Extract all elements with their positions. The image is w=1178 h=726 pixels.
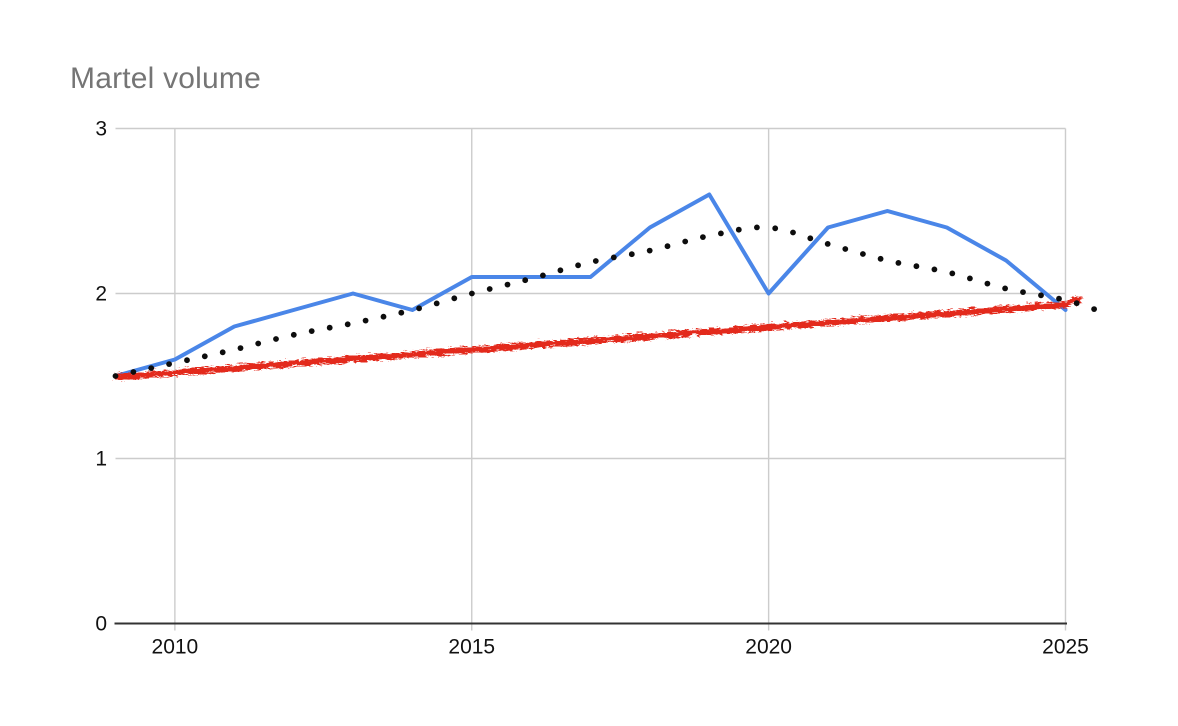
trend-dot xyxy=(540,272,546,279)
trend-dot xyxy=(772,225,779,232)
trend-dot xyxy=(486,286,493,292)
y-tick-label: 0 xyxy=(95,613,107,636)
trend-dot xyxy=(451,295,458,302)
series-line-volume xyxy=(113,192,1068,378)
trend-dot xyxy=(362,317,369,324)
trend-dot xyxy=(575,262,581,269)
trend-dot xyxy=(700,234,706,241)
trend-dot xyxy=(967,275,973,282)
trendline-dotted-guide xyxy=(116,227,1102,376)
trend-dot xyxy=(469,290,475,297)
trend-dot xyxy=(166,361,173,367)
y-tick-label: 2 xyxy=(95,283,107,306)
trend-dot xyxy=(130,369,137,375)
trend-dot xyxy=(807,235,814,242)
trend-dot xyxy=(895,260,902,266)
x-tick-label: 2010 xyxy=(152,636,199,659)
trend-dot xyxy=(790,229,796,236)
trend-dot xyxy=(1056,295,1062,302)
trend-dot xyxy=(290,331,297,338)
x-tick-label: 2020 xyxy=(745,636,792,659)
trend-dot xyxy=(1091,306,1097,312)
trend-dot xyxy=(273,336,279,342)
trend-dot xyxy=(557,267,564,274)
trend-dot xyxy=(592,258,599,264)
trend-dot xyxy=(610,254,617,261)
trend-dot xyxy=(824,241,831,247)
trend-dot xyxy=(398,309,405,316)
trend-dot xyxy=(877,255,884,262)
y-tick-label: 1 xyxy=(95,448,107,471)
trend-dot xyxy=(984,280,991,287)
trend-dot xyxy=(1002,285,1008,292)
trend-dot xyxy=(1073,300,1080,307)
trendline-marker-red-overlay xyxy=(113,295,1080,377)
trend-dot xyxy=(735,226,742,233)
trend-dot xyxy=(718,230,724,237)
trend-dot xyxy=(201,353,208,360)
trend-dot xyxy=(380,313,387,320)
trend-dot xyxy=(148,365,155,371)
trend-dot xyxy=(184,357,190,364)
trend-dot xyxy=(255,340,262,347)
trend-dot xyxy=(646,247,653,254)
trend-dot xyxy=(504,281,511,288)
chart-title: Martel volume xyxy=(70,62,261,95)
x-tick-label: 2015 xyxy=(448,636,495,659)
trend-dot xyxy=(237,345,244,351)
trend-dot xyxy=(931,266,938,273)
trend-dot xyxy=(308,328,315,334)
trend-dot xyxy=(842,246,849,252)
trend-dot xyxy=(219,349,226,356)
trend-dot xyxy=(1038,292,1044,299)
trend-dot xyxy=(682,238,689,245)
trend-dot xyxy=(664,243,671,250)
trend-dot xyxy=(754,224,760,231)
y-tick-label: 3 xyxy=(95,118,107,141)
trend-dot xyxy=(416,305,422,312)
trend-dot xyxy=(433,300,440,307)
trend-dot xyxy=(326,324,333,331)
trend-dot xyxy=(1020,289,1026,295)
trend-dot xyxy=(860,251,866,257)
trend-dot xyxy=(949,270,956,277)
trend-dot xyxy=(112,373,119,379)
trend-dot xyxy=(522,277,529,284)
trendline-dotted xyxy=(112,224,1097,379)
trend-dot xyxy=(628,251,635,258)
x-tick-label: 2025 xyxy=(1042,636,1089,659)
trend-dot xyxy=(344,321,351,328)
trend-dot xyxy=(913,263,920,270)
